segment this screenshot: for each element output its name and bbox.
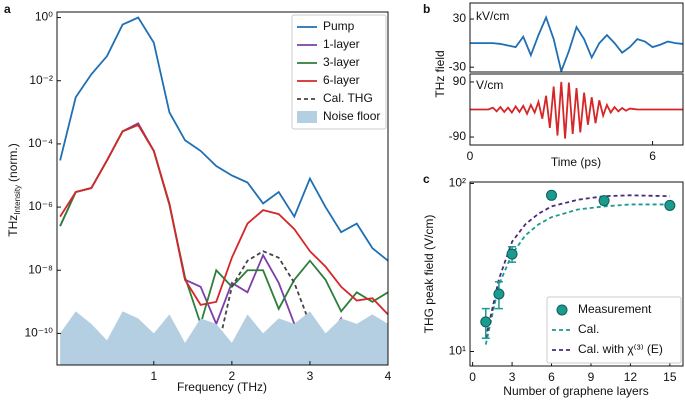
y-tick-label: 90 bbox=[453, 74, 467, 88]
legend-label: Cal. bbox=[578, 322, 599, 336]
series-line bbox=[484, 203, 670, 345]
y-tick-label: 10⁻⁶ bbox=[28, 199, 53, 213]
plot-area bbox=[470, 14, 683, 72]
legend-box bbox=[291, 14, 387, 130]
x-tick-label: 6 bbox=[649, 149, 656, 163]
marker bbox=[493, 288, 505, 300]
legend-swatch bbox=[297, 111, 317, 123]
series-line bbox=[484, 194, 670, 339]
axes-frame bbox=[469, 2, 684, 73]
x-tick-label: 12 bbox=[624, 370, 638, 384]
legend-label: 6-layer bbox=[323, 73, 360, 87]
legend-label: Pump bbox=[323, 19, 355, 33]
plot-area bbox=[484, 194, 670, 345]
legend-label: Measurement bbox=[578, 302, 652, 316]
x-tick-label: 9 bbox=[588, 370, 595, 384]
legend-label: 1-layer bbox=[323, 37, 360, 51]
y-tick-label: 30 bbox=[453, 11, 467, 25]
x-tick-label: 3 bbox=[307, 369, 314, 383]
plot-area bbox=[470, 81, 683, 139]
y-label-sub: Intensity bbox=[13, 185, 22, 215]
panel-label: a bbox=[4, 2, 11, 16]
series-line bbox=[470, 81, 683, 139]
y-tick-label: 10⁻² bbox=[29, 73, 53, 87]
series-line bbox=[59, 16, 388, 262]
marker bbox=[480, 316, 492, 328]
y-tick-label: -90 bbox=[449, 129, 467, 143]
series-line bbox=[215, 250, 327, 365]
marker bbox=[664, 199, 676, 211]
panel-label: b bbox=[423, 2, 430, 16]
x-tick-label: 1 bbox=[150, 369, 157, 383]
y-axis-label: THG peak field (V/cm) bbox=[422, 215, 436, 334]
legend-label: 3-layer bbox=[323, 55, 360, 69]
unit-label: kV/cm bbox=[476, 9, 509, 23]
axes-frame bbox=[56, 11, 389, 366]
y-axis-label: THz field bbox=[433, 50, 447, 97]
y-tick-label: 10¹ bbox=[449, 344, 466, 358]
y-label-main: THz bbox=[6, 215, 20, 237]
y-axis-label: THzIntensity (norm.) bbox=[6, 143, 22, 236]
noise-area bbox=[60, 311, 388, 365]
x-tick-label: 2 bbox=[229, 369, 236, 383]
y-label-unit: (norm.) bbox=[6, 143, 20, 182]
x-axis-label: Number of graphene layers bbox=[503, 384, 648, 398]
marker bbox=[598, 195, 610, 207]
y-tick-label: 10⁰ bbox=[35, 10, 53, 24]
legend-label: Cal. with χ⁽³⁾ (E) bbox=[578, 342, 663, 356]
plot-area bbox=[59, 16, 388, 365]
series-line bbox=[470, 14, 683, 72]
x-tick-label: 4 bbox=[385, 369, 392, 383]
unit-label: V/cm bbox=[476, 78, 503, 92]
y-tick-label: 10⁻⁴ bbox=[28, 136, 53, 150]
x-tick-label: 6 bbox=[548, 370, 555, 384]
axes-frame bbox=[469, 181, 684, 367]
series-line bbox=[59, 123, 388, 316]
x-tick-label: 15 bbox=[663, 370, 677, 384]
marker bbox=[546, 189, 558, 201]
x-tick-label: 0 bbox=[467, 149, 474, 163]
y-tick-label: 10² bbox=[449, 176, 466, 190]
legend-swatch bbox=[556, 304, 568, 316]
legend-box bbox=[546, 296, 682, 364]
x-tick-label: 0 bbox=[469, 370, 476, 384]
axes-frame bbox=[469, 73, 684, 146]
y-tick-label: -30 bbox=[449, 59, 467, 73]
legend-label: Cal. THG bbox=[323, 91, 373, 105]
marker bbox=[506, 248, 518, 260]
x-axis-label: Time (ps) bbox=[551, 155, 601, 169]
x-axis-label: Frequency (THz) bbox=[177, 380, 267, 394]
y-tick-label: 10⁻¹⁰ bbox=[25, 326, 54, 340]
panel-label: c bbox=[423, 172, 430, 186]
y-tick-label: 10⁻⁸ bbox=[28, 262, 53, 276]
legend-label: Noise floor bbox=[323, 109, 380, 123]
x-tick-label: 3 bbox=[509, 370, 516, 384]
